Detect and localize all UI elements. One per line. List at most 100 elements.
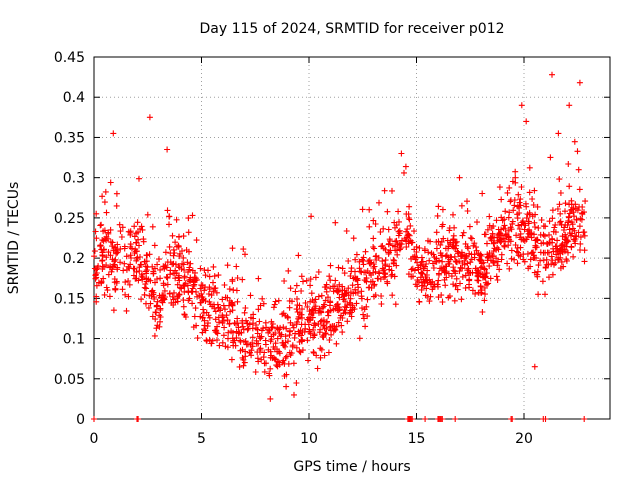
- data-point: [481, 285, 488, 291]
- data-point: [142, 281, 149, 288]
- data-point: [314, 365, 321, 372]
- data-point: [335, 264, 342, 271]
- data-point: [479, 263, 485, 270]
- data-point: [488, 257, 494, 264]
- data-point: [119, 224, 126, 231]
- data-point: [289, 342, 296, 349]
- data-point: [320, 322, 327, 329]
- data-point: [336, 281, 343, 288]
- data-point: [117, 228, 124, 235]
- data-point: [350, 290, 357, 297]
- data-point: [323, 288, 330, 295]
- data-point: [517, 202, 524, 209]
- data-point: [535, 262, 542, 269]
- data-point: [421, 247, 428, 254]
- data-point: [276, 350, 283, 357]
- data-point: [572, 233, 578, 240]
- data-point: [294, 319, 301, 326]
- data-point: [378, 301, 385, 307]
- data-point: [526, 164, 533, 171]
- data-point: [501, 222, 508, 229]
- data-point: [240, 339, 247, 345]
- data-point: [572, 240, 579, 247]
- data-point: [303, 277, 310, 284]
- data-point: [131, 250, 138, 256]
- data-point: [216, 342, 223, 349]
- data-point: [99, 193, 106, 200]
- data-point: [352, 256, 359, 263]
- data-point: [382, 246, 389, 253]
- data-point: [389, 187, 395, 194]
- data-point: [339, 315, 346, 321]
- data-point: [565, 161, 572, 167]
- data-point: [176, 291, 183, 298]
- data-point: [435, 294, 442, 301]
- data-point: [517, 244, 524, 251]
- data-point: [546, 231, 552, 238]
- data-point: [133, 268, 140, 275]
- data-point: [277, 324, 284, 331]
- data-point: [414, 283, 421, 290]
- data-point: [446, 227, 453, 234]
- data-point: [521, 220, 528, 227]
- data-point: [450, 211, 456, 218]
- data-point: [354, 289, 361, 296]
- data-point: [130, 272, 137, 279]
- data-point: [427, 238, 434, 245]
- data-point: [381, 274, 387, 281]
- data-point: [441, 276, 448, 283]
- data-point: [149, 223, 156, 230]
- data-point: [285, 267, 292, 274]
- data-point: [135, 229, 141, 236]
- data-point: [109, 266, 116, 273]
- data-point: [167, 267, 174, 274]
- data-point: [453, 238, 460, 245]
- data-point: [99, 263, 106, 270]
- data-point: [370, 244, 377, 250]
- data-point: [93, 282, 100, 289]
- data-point: [525, 265, 532, 272]
- data-point: [177, 250, 183, 257]
- data-point: [560, 227, 567, 233]
- data-point: [91, 248, 98, 255]
- data-point: [307, 330, 314, 337]
- data-point: [197, 313, 204, 320]
- data-point: [498, 196, 505, 203]
- data-point: [98, 246, 105, 253]
- data-point: [310, 322, 317, 329]
- data-point: [277, 333, 284, 340]
- data-point: [157, 275, 164, 282]
- data-point: [571, 227, 578, 234]
- data-point: [265, 329, 272, 336]
- data-point: [439, 299, 446, 305]
- data-point: [134, 254, 141, 261]
- data-point: [435, 203, 442, 210]
- data-point: [419, 258, 426, 265]
- data-point: [372, 292, 379, 299]
- data-point: [435, 277, 442, 284]
- data-point: [506, 265, 513, 272]
- data-point: [549, 215, 556, 222]
- data-point: [153, 309, 160, 316]
- data-point: [235, 324, 242, 331]
- data-point: [484, 226, 491, 233]
- data-point: [289, 298, 295, 305]
- data-point: [325, 349, 332, 356]
- data-point: [362, 277, 369, 284]
- data-point: [518, 184, 525, 190]
- data-point: [532, 224, 538, 230]
- data-point: [489, 230, 496, 237]
- data-point: [170, 246, 177, 253]
- data-point: [317, 354, 324, 361]
- data-point: [392, 301, 399, 308]
- data-point: [340, 310, 347, 317]
- data-point: [506, 184, 513, 191]
- data-point: [479, 190, 486, 197]
- data-point: [425, 249, 432, 256]
- y-tick-label: 0: [76, 412, 85, 428]
- data-point: [527, 256, 534, 263]
- data-point: [575, 166, 582, 173]
- data-point: [202, 327, 209, 334]
- data-point: [486, 263, 493, 270]
